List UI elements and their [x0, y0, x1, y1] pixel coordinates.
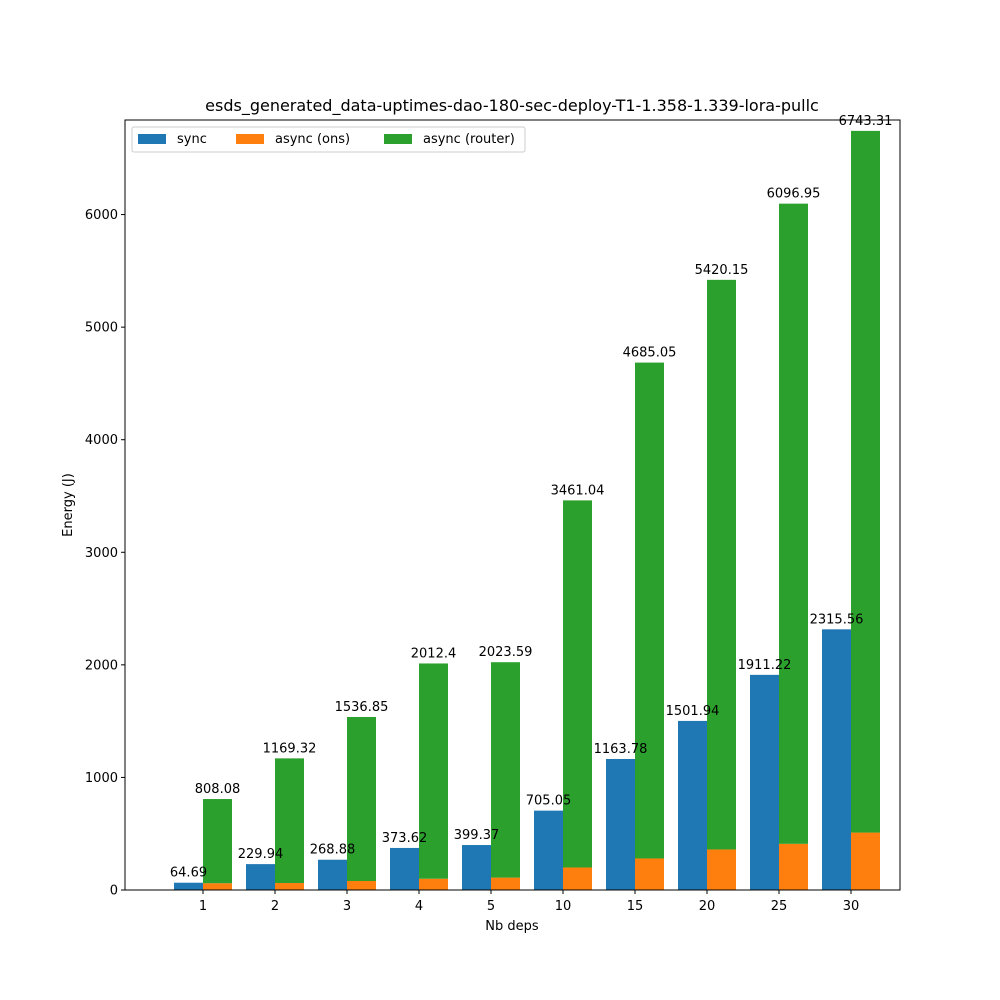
y-tick-label: 1000	[85, 771, 118, 786]
legend-swatch	[236, 134, 264, 144]
data-label-async: 6096.95	[767, 187, 821, 202]
x-tick-label: 25	[771, 899, 788, 914]
x-tick-label: 30	[843, 899, 860, 914]
bar-async-router	[203, 799, 232, 884]
x-tick-label: 4	[415, 899, 423, 914]
bar-sync	[534, 810, 563, 890]
bar-async-ons	[851, 832, 880, 890]
data-label-sync: 229.94	[238, 847, 284, 862]
x-tick-label: 10	[555, 899, 572, 914]
data-label-sync: 2315.56	[810, 612, 864, 627]
bar-async-router	[275, 758, 304, 884]
bar-async-ons	[347, 880, 376, 890]
data-label-sync: 1911.22	[738, 658, 792, 673]
bar-sync	[822, 629, 851, 890]
data-label-async: 1536.85	[335, 700, 389, 715]
bar-async-ons	[635, 858, 664, 890]
data-labels: 64.69 808.08 229.94 1169.32 268.88 1536.85 373…	[170, 114, 892, 881]
x-tick-label: 1	[199, 899, 207, 914]
plot-frame	[124, 119, 901, 891]
legend-swatch	[384, 134, 412, 144]
bar-async-ons	[779, 843, 808, 890]
y-tick-label: 0	[110, 884, 118, 899]
data-label-async: 2023.59	[479, 645, 533, 660]
bar-async-ons	[275, 883, 304, 890]
bar-sync	[318, 859, 347, 890]
bar-async-router	[563, 500, 592, 868]
bar-async-router	[635, 362, 664, 859]
x-axis-ticks: 1 2 3 4 5 10 15 20 25 30	[199, 890, 859, 914]
legend-label: async (router)	[423, 132, 515, 147]
x-tick-label: 20	[699, 899, 716, 914]
bar-async-ons	[419, 878, 448, 890]
bar-async-router	[779, 203, 808, 844]
y-tick-label: 3000	[85, 546, 118, 561]
legend-label: async (ons)	[275, 132, 350, 147]
data-label-sync: 373.62	[382, 831, 428, 846]
data-label-async: 3461.04	[551, 483, 605, 498]
y-tick-label: 5000	[85, 321, 118, 336]
legend: sync async (ons) async (router)	[131, 126, 526, 153]
data-label-async: 808.08	[195, 782, 241, 797]
y-tick-label: 2000	[85, 658, 118, 673]
data-label-async: 6743.31	[839, 114, 893, 129]
data-label-sync: 705.05	[526, 794, 572, 809]
x-tick-label: 5	[487, 899, 495, 914]
bar-async-router	[851, 130, 880, 833]
data-label-async: 5420.15	[695, 263, 749, 278]
x-axis-label: Nb deps	[485, 919, 539, 934]
x-tick-label: 3	[343, 899, 351, 914]
bar-async-router	[347, 716, 376, 881]
legend-box	[131, 126, 526, 153]
y-axis-label: Energy (J)	[61, 473, 76, 537]
x-tick-label: 2	[271, 899, 279, 914]
bar-sync	[390, 847, 419, 890]
bar-sync	[678, 720, 707, 890]
bar-async-ons	[707, 849, 736, 890]
x-tick-label: 15	[627, 899, 644, 914]
bar-sync	[174, 882, 203, 890]
data-label-sync: 64.69	[170, 866, 207, 881]
data-label-async: 2012.4	[411, 646, 457, 661]
bar-sync	[750, 674, 779, 890]
data-label-sync: 1501.94	[666, 704, 720, 719]
bar-sync	[246, 864, 275, 890]
bar-async-ons	[491, 877, 520, 890]
legend-swatch	[138, 134, 166, 144]
chart-title: esds_generated_data-uptimes-dao-180-sec-…	[205, 96, 819, 116]
bar-async-router	[491, 662, 520, 878]
y-tick-label: 4000	[85, 433, 118, 448]
bar-async-ons	[563, 867, 592, 890]
bar-async-router	[419, 663, 448, 879]
bar-sync	[462, 845, 491, 890]
data-label-async: 1169.32	[263, 741, 317, 756]
bar-async-ons	[203, 883, 232, 890]
y-tick-label: 6000	[85, 208, 118, 223]
data-label-sync: 399.37	[454, 828, 500, 843]
bar-async-router	[707, 279, 736, 850]
bar-sync	[606, 758, 635, 890]
legend-label: sync	[177, 132, 207, 147]
data-label-sync: 1163.78	[594, 742, 648, 757]
data-label-async: 4685.05	[623, 346, 677, 361]
bars	[174, 130, 880, 890]
data-label-sync: 268.88	[310, 843, 356, 858]
y-axis-ticks: 0 1000 2000 3000 4000 5000 6000	[85, 208, 125, 899]
